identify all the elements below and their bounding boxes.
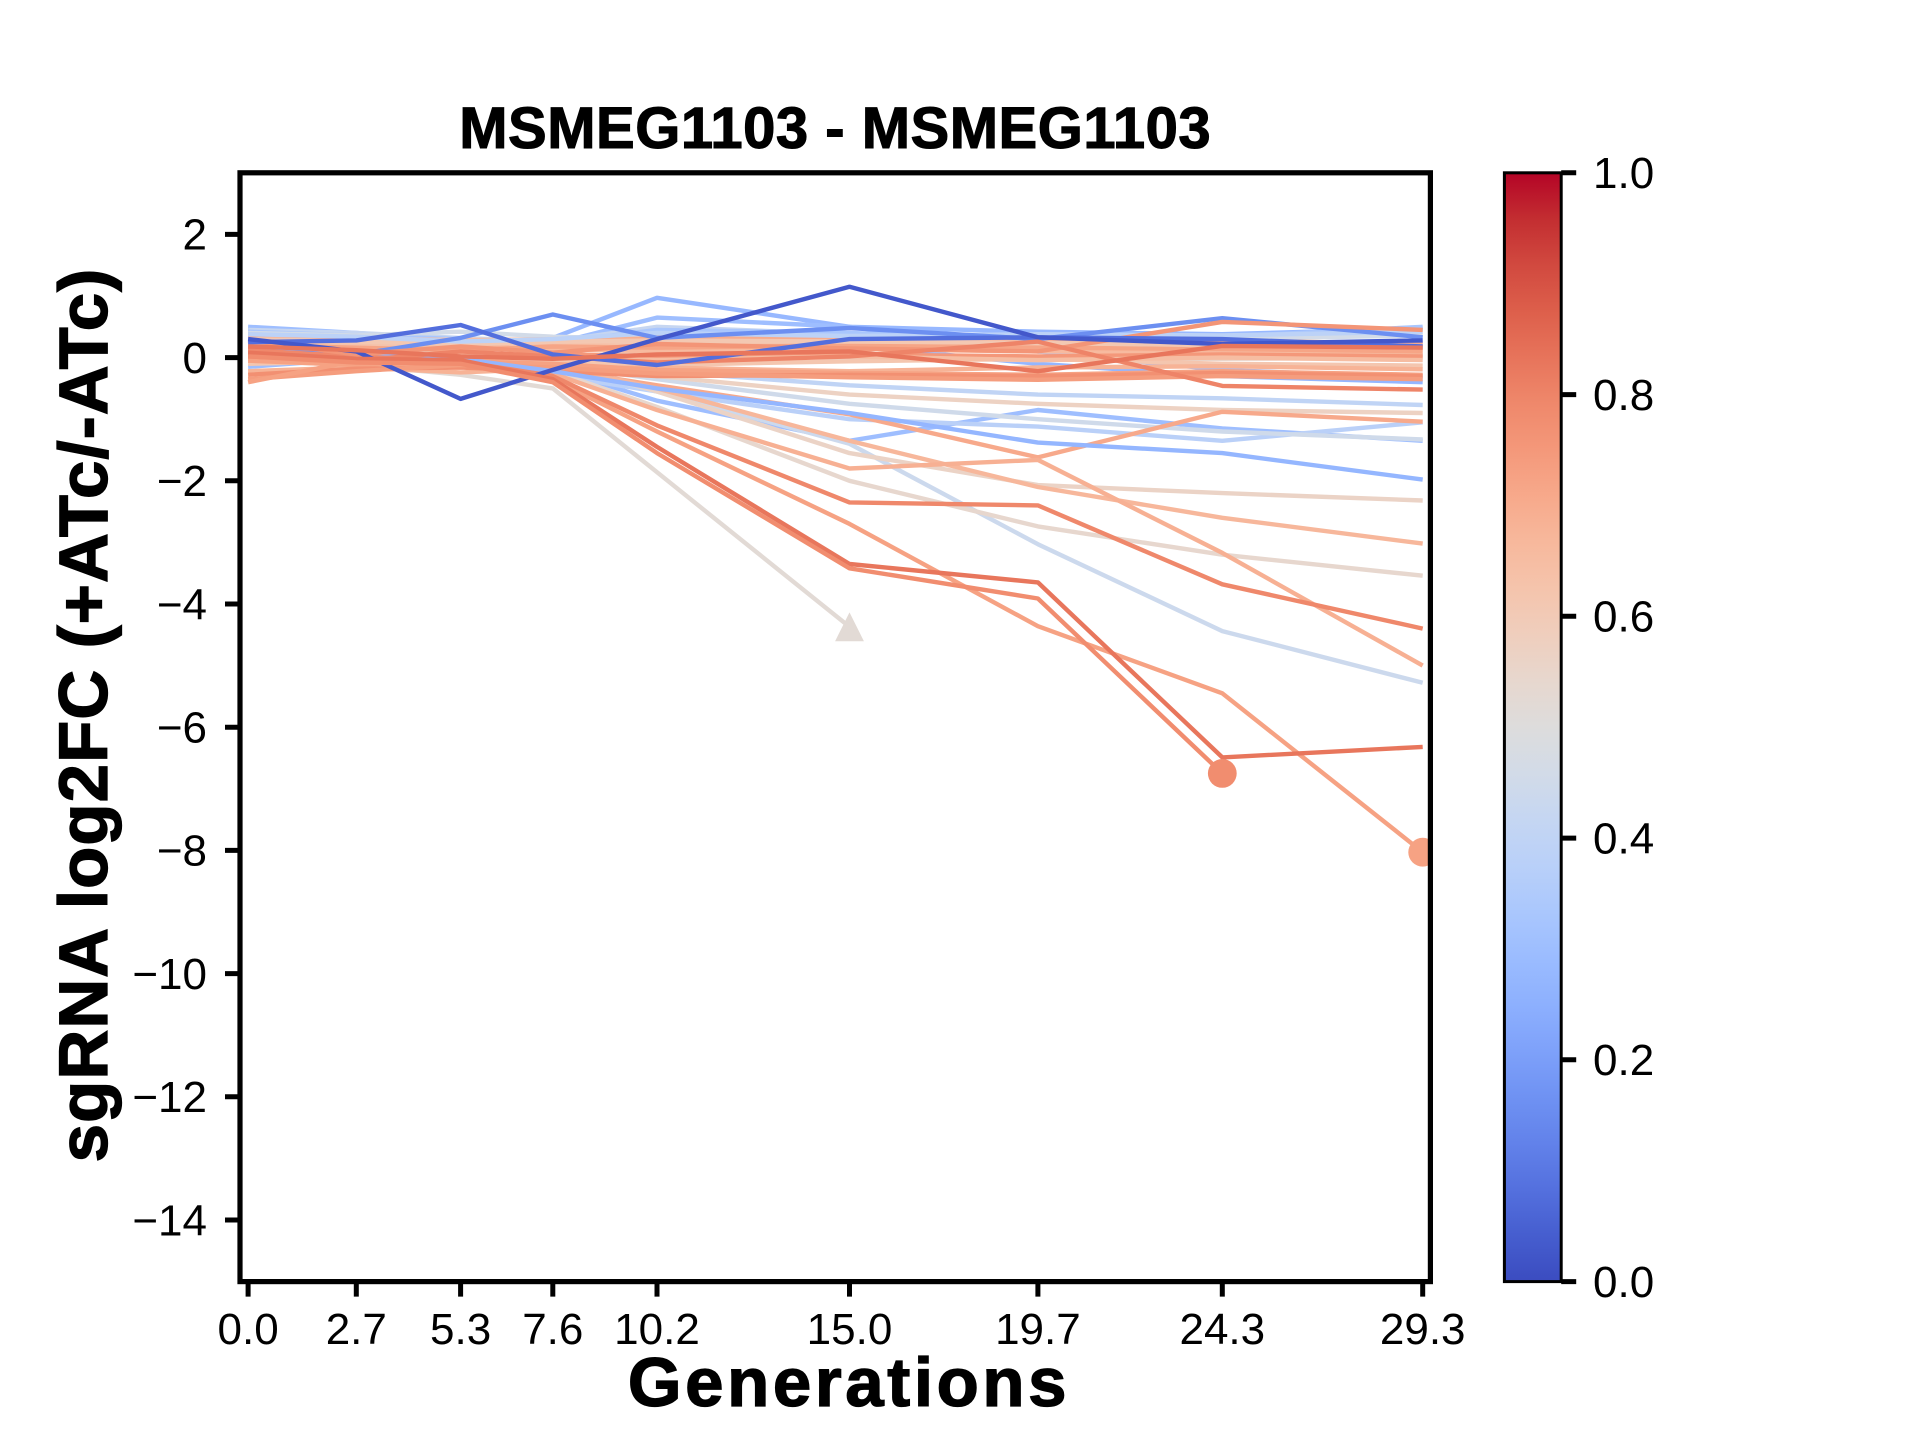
svg-text:0.8: 0.8	[1593, 371, 1654, 420]
svg-text:0: 0	[183, 334, 207, 383]
svg-text:0.0: 0.0	[218, 1305, 279, 1354]
svg-text:2.7: 2.7	[326, 1305, 387, 1354]
svg-text:1.0: 1.0	[1593, 149, 1654, 198]
svg-text:−6: −6	[157, 704, 207, 753]
svg-text:0.2: 0.2	[1593, 1036, 1654, 1085]
svg-text:−14: −14	[132, 1196, 207, 1245]
svg-text:7.6: 7.6	[522, 1305, 583, 1354]
svg-text:2: 2	[183, 211, 207, 260]
svg-text:24.3: 24.3	[1179, 1305, 1265, 1354]
svg-text:−10: −10	[132, 950, 207, 999]
svg-text:19.7: 19.7	[995, 1305, 1081, 1354]
svg-text:−8: −8	[157, 827, 207, 876]
svg-text:0.4: 0.4	[1593, 814, 1654, 863]
svg-text:29.3: 29.3	[1380, 1305, 1466, 1354]
svg-text:5.3: 5.3	[430, 1305, 491, 1354]
svg-text:0.6: 0.6	[1593, 593, 1654, 642]
svg-text:15.0: 15.0	[807, 1305, 893, 1354]
svg-text:−4: −4	[157, 580, 207, 629]
svg-text:10.2: 10.2	[614, 1305, 700, 1354]
svg-text:0.0: 0.0	[1593, 1258, 1654, 1307]
svg-text:MSMEG1103 - MSMEG1103: MSMEG1103 - MSMEG1103	[459, 96, 1211, 161]
svg-text:sgRNA log2FC (+ATc/-ATc): sgRNA log2FC (+ATc/-ATc)	[45, 268, 122, 1163]
svg-text:−12: −12	[132, 1073, 207, 1122]
svg-text:−2: −2	[157, 457, 207, 506]
svg-text:Generations: Generations	[628, 1344, 1070, 1421]
